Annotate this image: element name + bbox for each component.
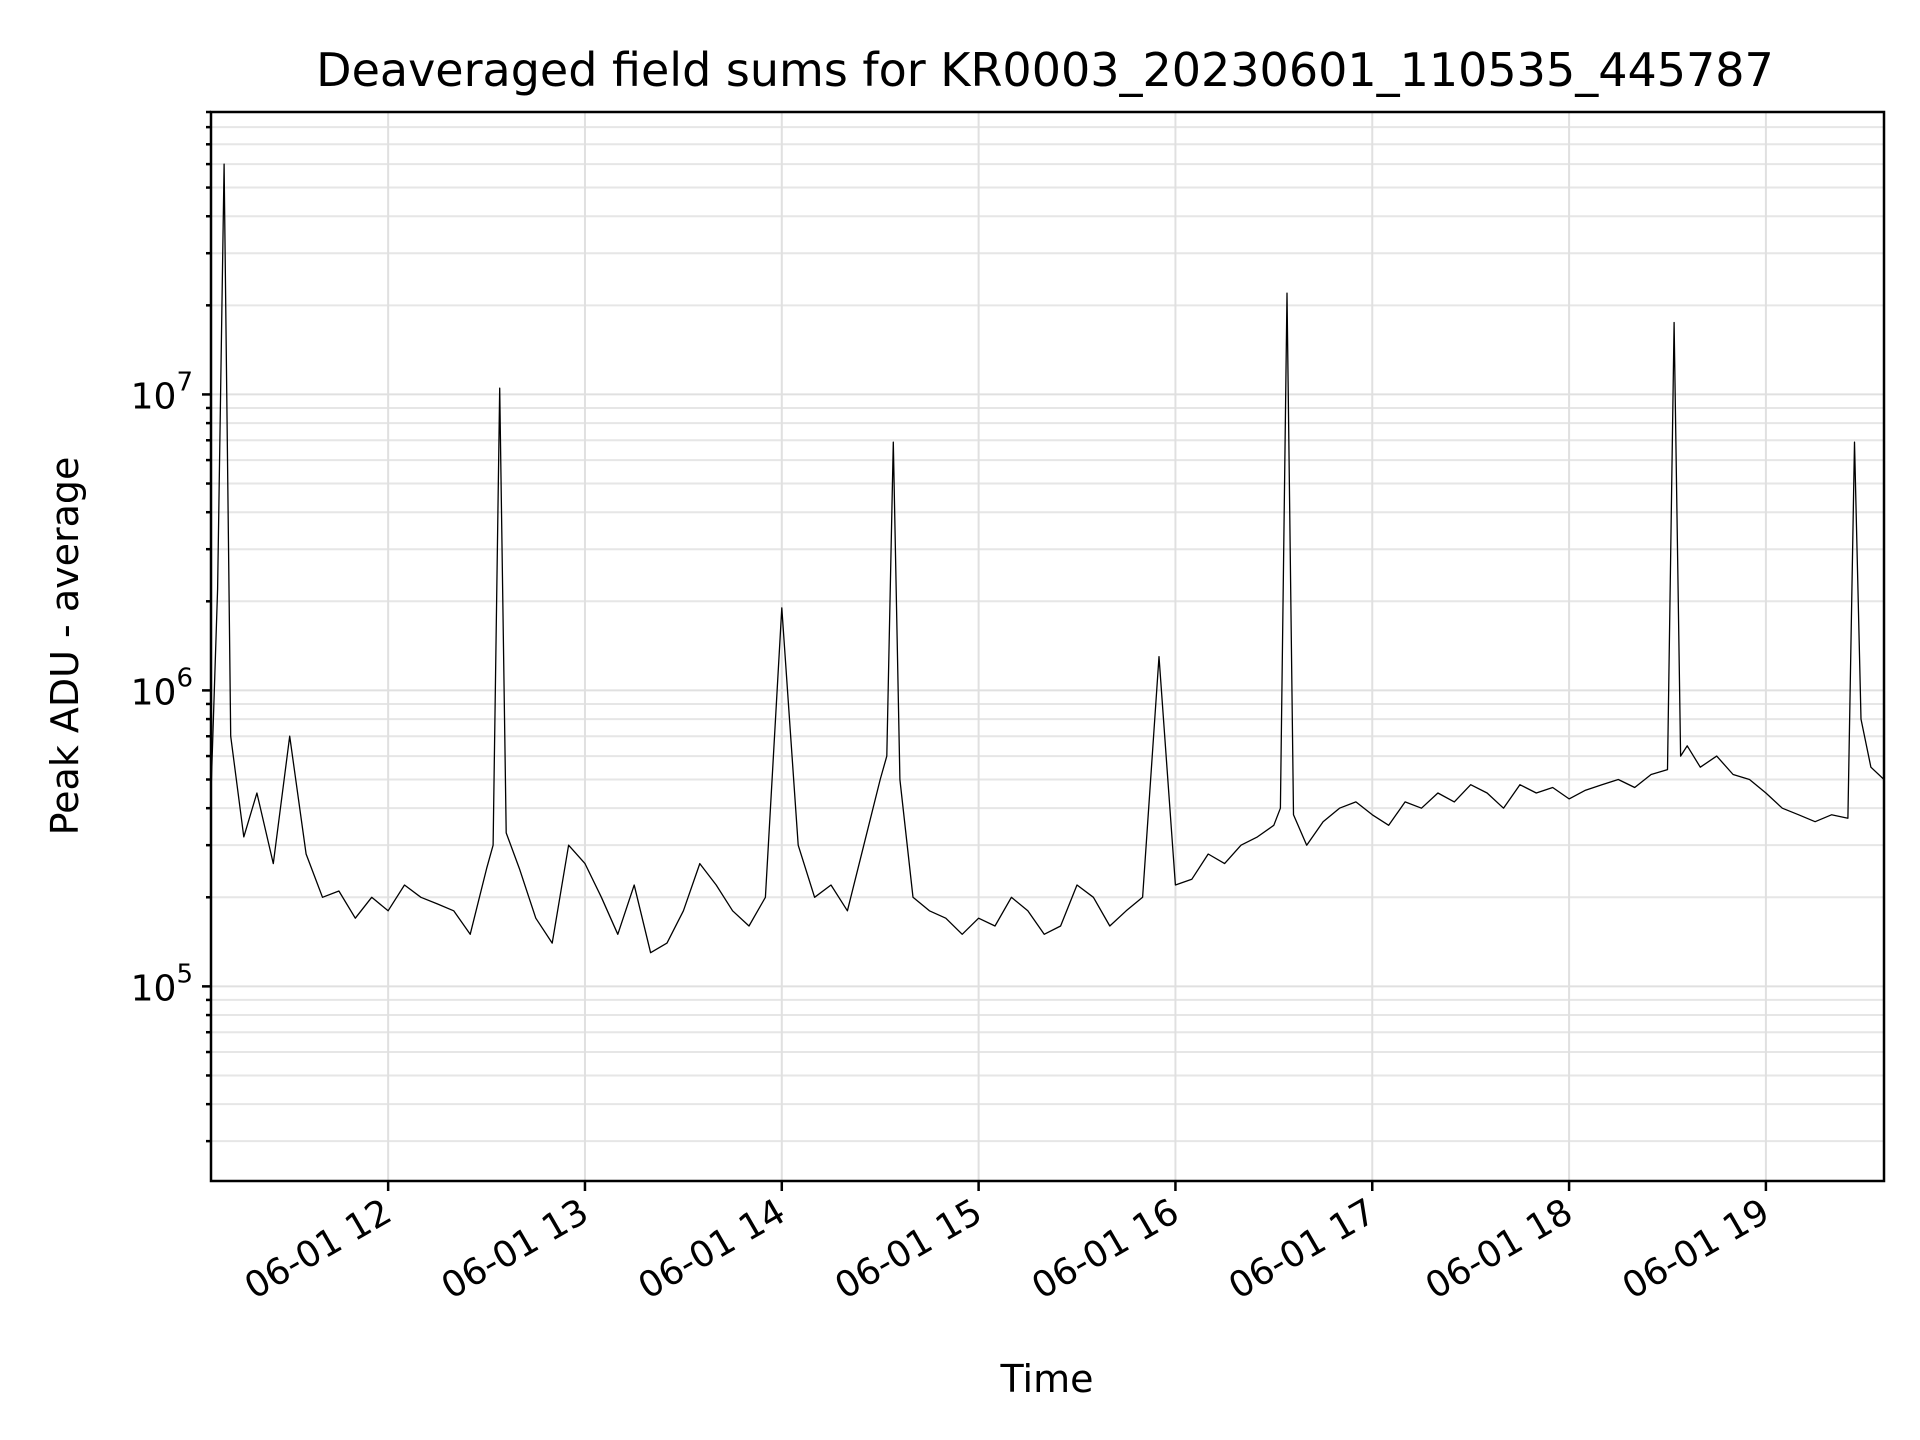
y-axis: 105 106 107 bbox=[131, 110, 211, 1143]
plot-frame bbox=[209, 110, 1886, 1183]
series-layer bbox=[210, 163, 1885, 954]
y-axis-label: Peak ADU - average bbox=[43, 457, 87, 836]
series-line bbox=[210, 163, 1885, 954]
y-tick-label: 106 bbox=[131, 663, 193, 713]
y-tick-label: 107 bbox=[131, 367, 193, 417]
grid bbox=[211, 111, 1884, 1181]
y-tick-label: 105 bbox=[131, 959, 193, 1009]
x-axis-label: Time bbox=[1000, 1357, 1094, 1401]
chart-title: Deaveraged field sums for KR0003_2023060… bbox=[316, 43, 1774, 97]
